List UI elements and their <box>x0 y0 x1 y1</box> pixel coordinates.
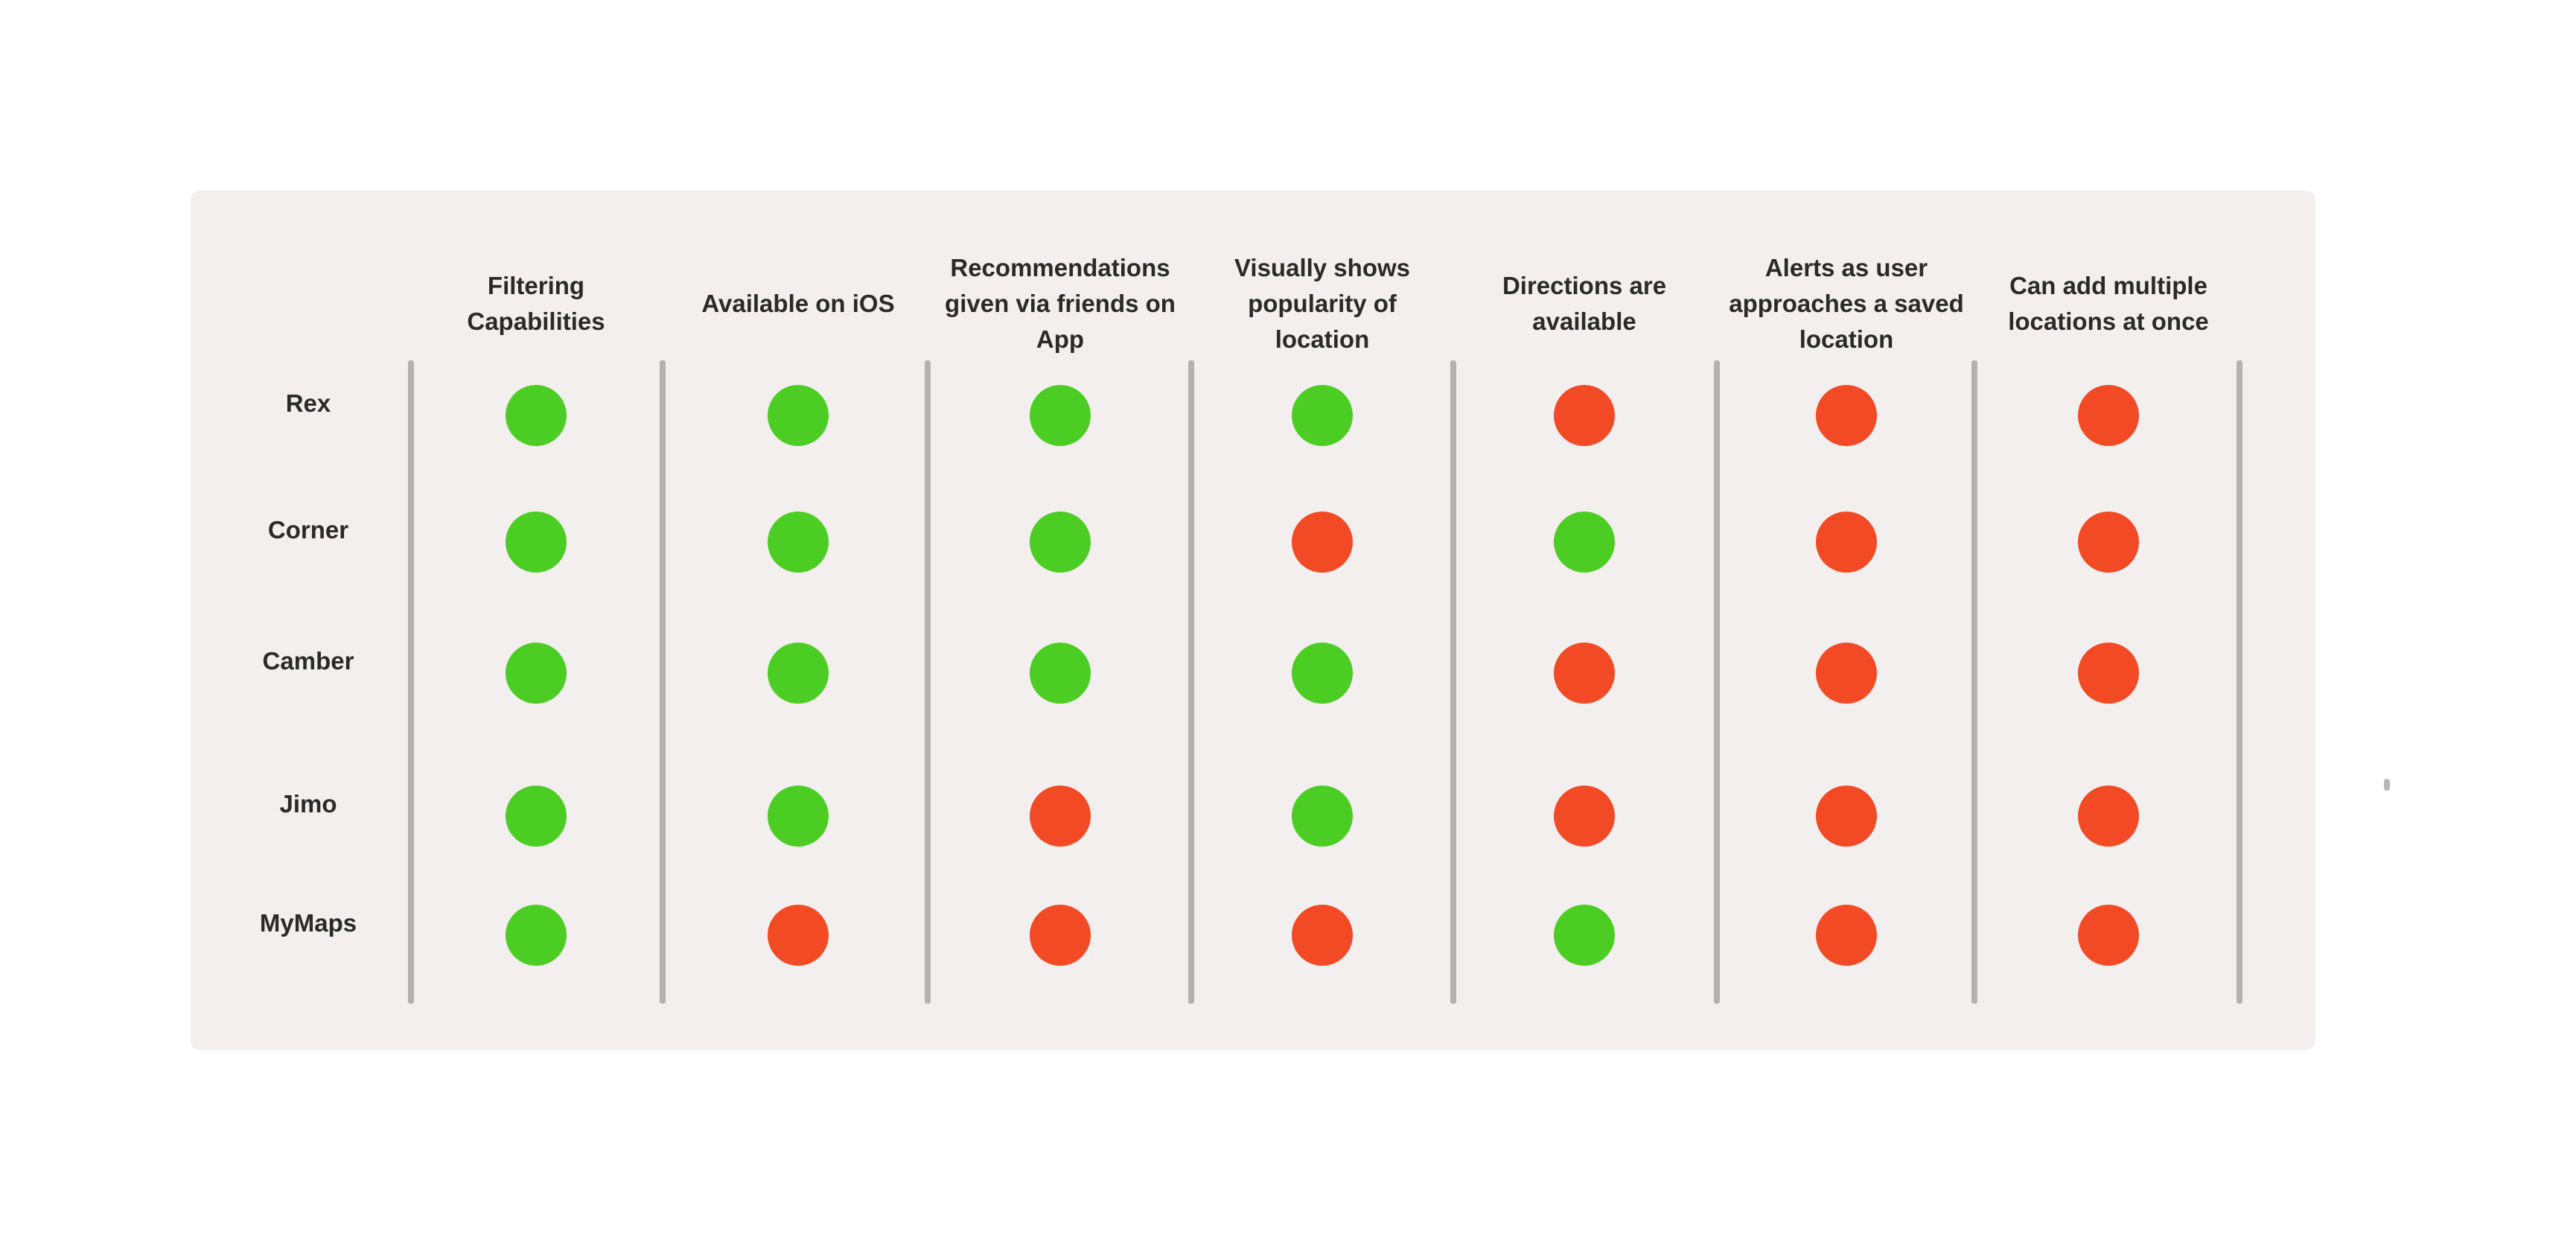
feature-available-dot <box>768 512 829 573</box>
feature-unavailable-dot <box>1816 786 1877 847</box>
column-divider <box>1714 360 1720 1004</box>
column-header-multiple-locations: Can add multiple locations at once <box>2008 272 2209 335</box>
feature-available-dot <box>1292 786 1353 847</box>
feature-unavailable-dot <box>1816 643 1877 704</box>
column-divider <box>660 360 666 1004</box>
column-header-ios: Available on iOS <box>701 290 895 317</box>
feature-unavailable-dot <box>1030 786 1091 847</box>
feature-unavailable-dot <box>1554 786 1615 847</box>
feature-available-dot <box>506 512 567 573</box>
scroll-handle[interactable] <box>2384 779 2390 791</box>
column-header-filtering: Filtering Capabilities <box>467 272 605 335</box>
feature-unavailable-dot <box>1554 385 1615 446</box>
feature-unavailable-dot <box>768 905 829 966</box>
row-label-corner: Corner <box>267 516 349 544</box>
column-divider <box>925 360 931 1004</box>
feature-available-dot <box>1030 512 1091 573</box>
column-divider <box>1971 360 1977 1004</box>
row-label-camber: Camber <box>262 647 354 675</box>
feature-unavailable-dot <box>2078 385 2139 446</box>
row-label-jimo: Jimo <box>279 790 337 818</box>
feature-unavailable-dot <box>2078 786 2139 847</box>
feature-available-dot <box>1292 643 1353 704</box>
feature-unavailable-dot <box>1816 385 1877 446</box>
feature-available-dot <box>1030 385 1091 446</box>
feature-unavailable-dot <box>1816 905 1877 966</box>
column-divider <box>408 360 414 1004</box>
feature-unavailable-dot <box>2078 643 2139 704</box>
feature-available-dot <box>1554 512 1615 573</box>
feature-available-dot <box>1292 385 1353 446</box>
feature-available-dot <box>768 643 829 704</box>
column-header-popularity: Visually shows popularity of location <box>1234 254 1410 353</box>
column-header-directions: Directions are available <box>1502 272 1667 335</box>
feature-unavailable-dot <box>1554 643 1615 704</box>
column-header-alerts: Alerts as user approaches a saved locati… <box>1729 254 1964 353</box>
comparison-card: Filtering Capabilities Available on iOS … <box>191 191 2315 1050</box>
feature-unavailable-dot <box>2078 905 2139 966</box>
feature-available-dot <box>768 385 829 446</box>
feature-unavailable-dot <box>1292 512 1353 573</box>
column-header-recommendations: Recommendations given via friends on App <box>945 254 1176 353</box>
feature-unavailable-dot <box>1030 905 1091 966</box>
row-label-mymaps: MyMaps <box>259 909 357 937</box>
feature-available-dot <box>506 385 567 446</box>
feature-available-dot <box>1030 643 1091 704</box>
feature-unavailable-dot <box>1816 512 1877 573</box>
column-divider <box>1450 360 1456 1004</box>
column-divider <box>1188 360 1194 1004</box>
feature-unavailable-dot <box>2078 512 2139 573</box>
feature-available-dot <box>506 643 567 704</box>
feature-available-dot <box>506 905 567 966</box>
feature-available-dot <box>506 786 567 847</box>
column-divider <box>2237 360 2242 1004</box>
feature-available-dot <box>1554 905 1615 966</box>
feature-unavailable-dot <box>1292 905 1353 966</box>
feature-available-dot <box>768 786 829 847</box>
row-label-rex: Rex <box>285 389 331 417</box>
